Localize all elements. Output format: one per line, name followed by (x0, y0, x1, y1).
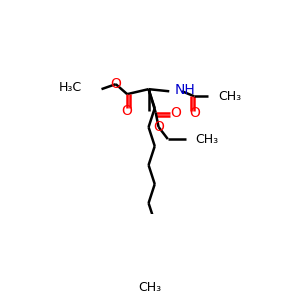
Text: O: O (110, 77, 121, 91)
Text: O: O (153, 120, 164, 134)
Text: H₃C: H₃C (58, 81, 82, 94)
Text: O: O (122, 104, 133, 118)
Text: O: O (170, 106, 181, 120)
Text: O: O (189, 106, 200, 120)
Text: CH₃: CH₃ (218, 90, 242, 103)
Text: CH₃: CH₃ (196, 133, 219, 146)
Text: NH: NH (175, 83, 196, 97)
Text: CH₃: CH₃ (138, 281, 162, 294)
